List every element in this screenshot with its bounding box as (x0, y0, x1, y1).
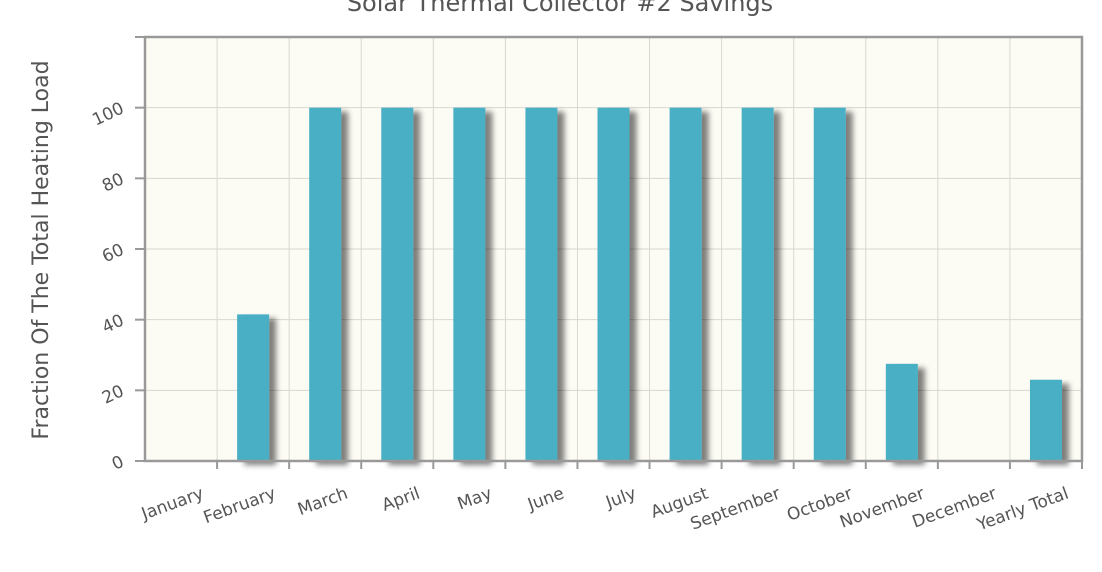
x-tick-label: February (201, 484, 279, 529)
bar (381, 107, 414, 462)
x-tick-label: July (602, 484, 639, 514)
bar (669, 107, 702, 462)
y-tick-label: 40 (99, 311, 127, 338)
bar (453, 107, 486, 462)
x-tick-label: March (295, 484, 351, 521)
bar (885, 363, 918, 461)
x-tick-label: January (138, 484, 206, 525)
y-tick-label: 60 (99, 240, 127, 267)
bar (309, 107, 342, 462)
bar (597, 107, 630, 462)
bar (813, 107, 846, 462)
y-axis-label: Fraction Of The Total Heating Load (29, 60, 54, 439)
chart-title: Solar Thermal Collector #2 Savings (347, 0, 773, 17)
bar (525, 107, 558, 462)
x-tick-label: April (379, 484, 422, 516)
bar (741, 107, 774, 462)
bar (1029, 379, 1062, 461)
x-tick-label: June (524, 484, 567, 516)
plot-frame (143, 35, 1084, 463)
y-tick-label: 100 (89, 99, 127, 131)
x-tick-label: May (455, 484, 495, 515)
y-tick-label: 20 (99, 381, 127, 408)
y-tick-label: 80 (99, 169, 127, 196)
y-tick-label: 0 (109, 452, 127, 475)
bar (237, 314, 270, 461)
